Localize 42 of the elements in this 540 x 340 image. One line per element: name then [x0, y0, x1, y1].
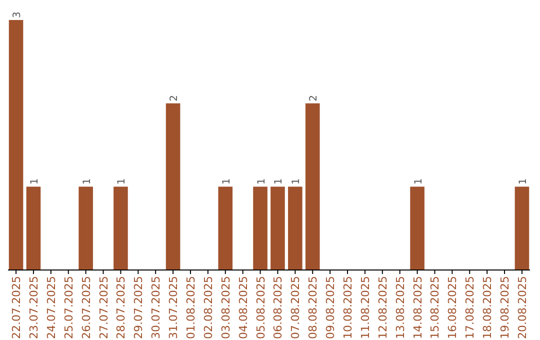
x-tick-label: 12.08.2025 [376, 276, 390, 339]
x-tick-label: 28.07.2025 [114, 276, 128, 339]
x-tick-label: 29.07.2025 [132, 276, 146, 339]
data-label: 1 [29, 178, 40, 185]
x-tick-label: 03.08.2025 [219, 276, 232, 339]
x-tick-label: 13.08.2025 [394, 276, 407, 339]
x-tick-label: 17.08.2025 [464, 276, 477, 339]
x-tick-label: 16.08.2025 [446, 276, 460, 339]
x-tick-label: 22.07.2025 [10, 276, 24, 339]
x-tick-label: 26.07.2025 [80, 276, 93, 339]
x-tick-label: 25.07.2025 [62, 276, 76, 339]
x-tick-label: 30.07.2025 [150, 276, 163, 339]
data-label: 1 [116, 178, 128, 185]
x-tick-label: 09.08.2025 [324, 276, 338, 339]
x-tick-label: 10.08.2025 [342, 276, 355, 339]
x-tick-label: 07.08.2025 [289, 276, 302, 339]
data-label: 2 [308, 94, 320, 102]
data-label: 3 [12, 12, 24, 18]
x-tick-label: 04.08.2025 [236, 276, 250, 339]
x-tick-label: 24.07.2025 [44, 276, 58, 339]
x-tick-label: 31.07.2025 [167, 276, 180, 339]
data-label: 1 [221, 178, 232, 185]
data-label: 1 [274, 178, 285, 185]
data-label: 1 [413, 178, 424, 185]
x-tick-label: 19.08.2025 [498, 276, 512, 339]
data-label: 1 [82, 178, 93, 185]
x-tick-label: 05.08.2025 [254, 276, 268, 339]
x-tick-label: 08.08.2025 [306, 276, 320, 339]
x-tick-label: 20.08.2025 [516, 276, 529, 339]
x-tick-label: 15.08.2025 [428, 276, 442, 339]
data-label: 1 [256, 178, 268, 185]
x-tick-label: 14.08.2025 [411, 276, 424, 339]
data-label: 1 [291, 178, 302, 185]
x-tick-label: 06.08.2025 [272, 276, 285, 339]
x-tick-label: 02.08.2025 [202, 276, 215, 339]
x-tick-label: 27.07.2025 [97, 276, 110, 339]
data-label: 1 [518, 178, 529, 185]
data-label: 2 [169, 94, 180, 102]
x-tick-label: 11.08.2025 [358, 276, 372, 339]
x-tick-label: 18.08.2025 [481, 276, 494, 339]
x-tick-label: 01.08.2025 [184, 276, 198, 339]
x-tick-label: 23.07.2025 [27, 276, 40, 339]
